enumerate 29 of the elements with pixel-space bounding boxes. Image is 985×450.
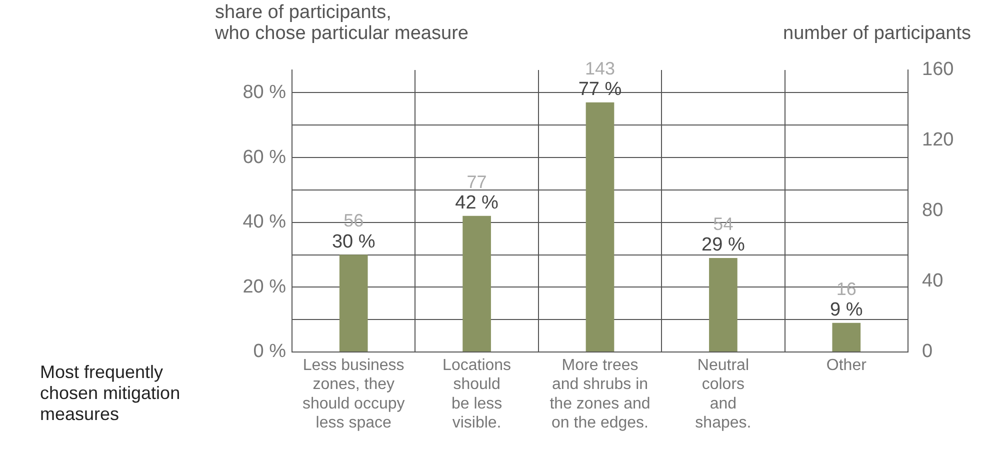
x-tick-label: Less business zones, they should occupy less space	[302, 357, 405, 432]
bar	[586, 102, 614, 352]
y-tick-label: 60 %	[242, 146, 286, 168]
data-label: 42 %	[455, 192, 499, 214]
y2-tick-label: 120	[922, 130, 954, 151]
y2-tick-label: 0	[922, 341, 933, 362]
data-label: 30 %	[332, 231, 376, 252]
y-axis-title: share of participants, who chose particular measure	[215, 2, 468, 44]
data-label: 29 %	[702, 234, 745, 256]
x-tick-label: More trees and shrubs in the zones and on the edges.	[550, 357, 650, 432]
bar	[339, 254, 368, 352]
bar	[832, 322, 861, 352]
x-tick-label: Locations should be less visible.	[442, 357, 512, 432]
x-tick-label: Neutral colors and shapes.	[695, 357, 752, 432]
y2-tick-label: 80	[922, 200, 944, 222]
x-axis-title: Most frequently chosen mitigation measures	[40, 362, 182, 425]
y2-tick-label: 160	[922, 59, 954, 80]
y2-tick-label: 40	[922, 270, 944, 292]
y-tick-label: 0 %	[253, 341, 286, 362]
annotation: 77	[466, 172, 487, 192]
x-tick-label: Other	[826, 357, 868, 374]
annotation: 143	[584, 58, 616, 78]
y2-axis-title: number of participants	[783, 23, 971, 44]
y-tick-label: 20 %	[242, 276, 286, 298]
y-tick-label: 40 %	[242, 212, 286, 233]
bar	[709, 258, 738, 352]
y-tick-label: 80 %	[242, 82, 286, 103]
bar	[462, 216, 491, 352]
data-label: 9 %	[830, 300, 863, 321]
